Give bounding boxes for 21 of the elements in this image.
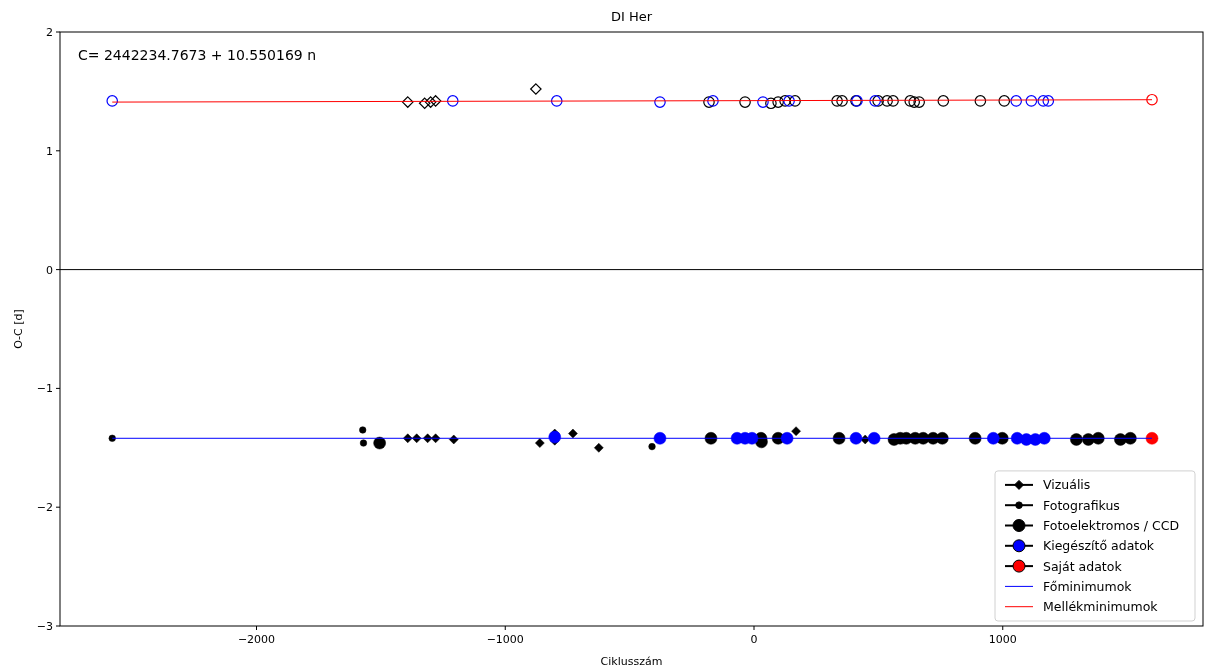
y-tick-label: 0 (46, 263, 53, 277)
y-tick-label: −2 (36, 501, 53, 515)
x-tick-label: 1000 (988, 633, 1017, 646)
annotation: C= 2442234.7673 + 10.550169 n (78, 47, 317, 63)
chart-title: DI Her (610, 9, 653, 24)
y-tick-label: −3 (36, 620, 53, 633)
legend-label: Fotografikus (1043, 497, 1120, 513)
y-tick-label: 2 (46, 26, 53, 39)
legend-label: Saját adatok (1043, 558, 1123, 574)
y-tick-label: 1 (46, 144, 53, 158)
legend-label: Kiegészítő adatok (1043, 538, 1155, 554)
x-tick-label: −2000 (237, 633, 276, 646)
x-axis-title: Ciklusszám (600, 655, 663, 668)
x-tick-label: −1000 (486, 633, 524, 646)
legend-label: Fotoelektromos / CCD (1043, 518, 1180, 533)
y-tick-label: −1 (36, 382, 53, 396)
legend-label: Mellékminimumok (1043, 599, 1159, 615)
legend-label: Főminimumok (1043, 578, 1133, 594)
x-tick-label: 0 (750, 633, 758, 646)
y-axis-title: O-C [d] (12, 309, 25, 349)
legend-label: Vizuális (1043, 477, 1091, 493)
